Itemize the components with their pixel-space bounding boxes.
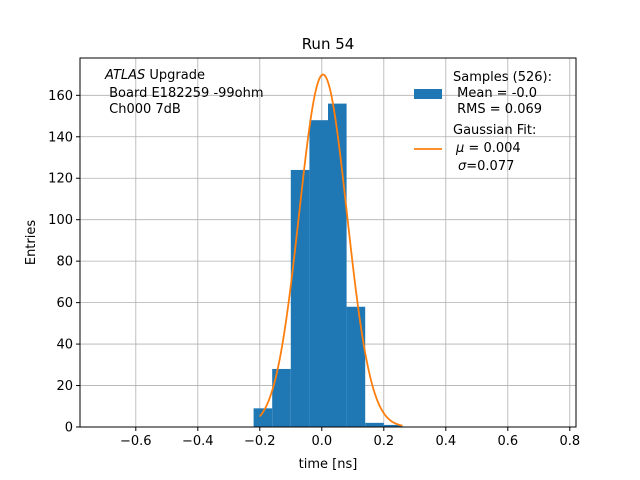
histogram-bars xyxy=(253,103,403,427)
x-tick-label: −0.2 xyxy=(244,434,276,449)
board-label: Board E182259 -99ohm xyxy=(105,86,264,101)
y-tick-label: 120 xyxy=(48,172,73,187)
histogram-bar xyxy=(383,424,403,427)
x-ticks: −0.6 −0.4 −0.2 0.0 0.2 0.4 0.6 0.8 xyxy=(120,427,580,449)
x-axis-label: time [ns] xyxy=(299,457,358,472)
mu-symbol: μ xyxy=(455,141,464,156)
x-tick-label: −0.6 xyxy=(120,434,152,449)
gaussian-fit-curve xyxy=(259,73,403,427)
y-tick-label: 80 xyxy=(56,255,73,270)
atlas-italic: ATLAS xyxy=(104,68,145,83)
chart-title: Run 54 xyxy=(302,35,355,53)
atlas-annotation: ATLAS Upgrade Board E182259 -99ohm Ch000… xyxy=(104,68,264,117)
y-tick-label: 40 xyxy=(56,338,73,353)
atlas-label: ATLAS Upgrade xyxy=(104,68,205,83)
channel-label: Ch000 7dB xyxy=(105,102,181,117)
histogram-bar xyxy=(328,103,347,427)
legend-samples-rms: RMS = 0.069 xyxy=(453,102,542,117)
histogram-bar xyxy=(290,169,310,427)
atlas-rest: Upgrade xyxy=(145,68,205,83)
histogram-bar xyxy=(272,368,291,427)
y-tick-label: 100 xyxy=(48,213,73,228)
legend-bar-swatch xyxy=(414,89,442,99)
x-tick-label: 0.2 xyxy=(373,434,394,449)
y-ticks: 0 20 40 60 80 100 120 140 160 xyxy=(48,89,80,436)
legend-fit-sigma: σ=0.077 xyxy=(458,159,514,174)
legend: Samples (526): Mean = -0.0 RMS = 0.069 G… xyxy=(414,70,552,174)
y-tick-label: 0 xyxy=(65,421,73,436)
x-tick-label: 0.8 xyxy=(559,434,580,449)
y-axis-label: Entries xyxy=(24,220,39,266)
legend-fit-mu: μ = 0.004 xyxy=(455,141,521,156)
histogram-bar xyxy=(346,306,366,427)
sigma-value: =0.077 xyxy=(466,159,514,174)
x-tick-label: 0.0 xyxy=(311,434,332,449)
y-tick-label: 160 xyxy=(48,89,73,104)
histogram-bar xyxy=(253,408,273,427)
x-tick-label: −0.4 xyxy=(182,434,214,449)
y-tick-label: 140 xyxy=(48,130,73,145)
plot-frame xyxy=(79,57,577,428)
histogram-bar xyxy=(365,422,384,427)
x-tick-label: 0.4 xyxy=(435,434,456,449)
x-tick-label: 0.6 xyxy=(497,434,518,449)
y-tick-label: 60 xyxy=(56,296,73,311)
legend-samples-title: Samples (526): xyxy=(453,70,552,85)
sigma-symbol: σ xyxy=(458,159,467,174)
histogram-bar xyxy=(309,120,328,427)
legend-fit-title: Gaussian Fit: xyxy=(453,123,536,138)
gaussian-fit-line xyxy=(259,73,403,427)
legend-samples-mean: Mean = -0.0 xyxy=(453,86,537,101)
y-tick-label: 20 xyxy=(56,379,73,394)
mu-value: = 0.004 xyxy=(464,141,520,156)
